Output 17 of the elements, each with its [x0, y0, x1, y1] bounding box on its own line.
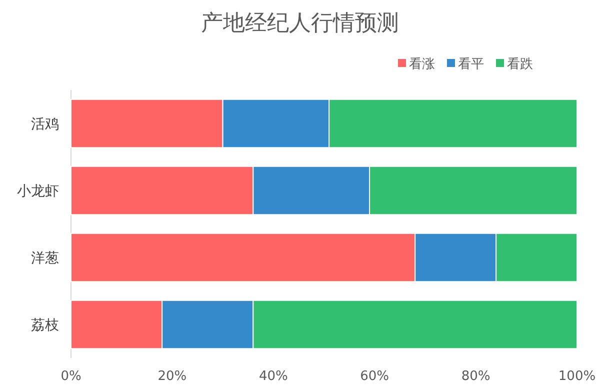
legend-label: 看平 [458, 57, 484, 72]
x-tick-label: 0% [60, 369, 82, 384]
x-tick-label: 100% [558, 369, 596, 384]
x-tick-label: 40% [258, 369, 288, 384]
legend-item: 看平 [447, 57, 484, 72]
legend-item: 看跌 [496, 57, 533, 72]
legend-item: 看涨 [398, 57, 435, 72]
y-tick-label: 小龙虾 [17, 184, 59, 200]
x-tick-label: 60% [360, 369, 390, 384]
x-tick-label: 20% [158, 369, 187, 384]
y-tick-label: 活鸡 [31, 116, 59, 132]
y-tick-label: 洋葱 [31, 250, 59, 266]
chart-title: 产地经纪人行情预测 [201, 11, 399, 36]
legend-label: 看跌 [507, 57, 533, 72]
x-tick-label: 80% [461, 369, 490, 384]
y-tick-label: 荔枝 [31, 318, 59, 334]
legend-label: 看涨 [409, 57, 435, 72]
